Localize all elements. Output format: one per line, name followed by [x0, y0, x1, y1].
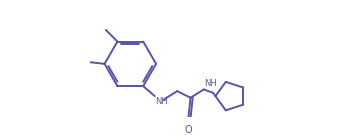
Text: NH: NH — [204, 79, 217, 88]
Text: O: O — [184, 125, 192, 135]
Text: NH: NH — [155, 97, 168, 106]
